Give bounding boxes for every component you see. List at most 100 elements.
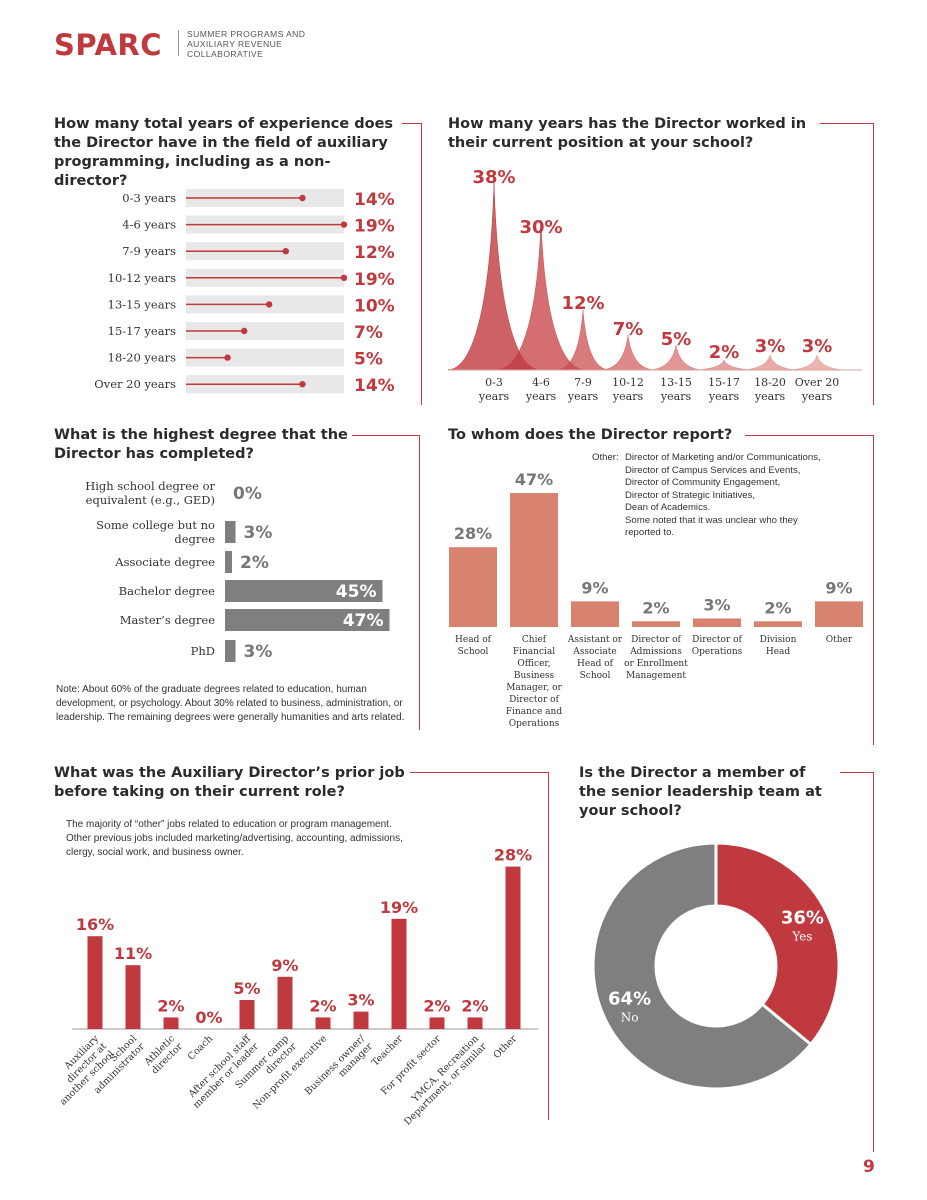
experience-value-label: 7%: [354, 323, 383, 343]
experience-value-label: 5%: [354, 350, 383, 370]
prior-job-bar: [163, 1017, 179, 1029]
tenure-category-label: 13-15 years: [660, 376, 692, 403]
prior-job-value-label: 2%: [423, 996, 450, 1015]
degree-value-label: 3%: [244, 523, 273, 543]
report-question: To whom does the Director report?: [448, 427, 733, 443]
tenure-peak: [556, 309, 610, 371]
report-value-label: 9%: [825, 578, 852, 597]
report-value-label: 2%: [642, 598, 669, 617]
degree-bar: [225, 609, 390, 631]
label-line: Business: [514, 671, 555, 681]
label-line: Head of: [455, 635, 492, 645]
sparc-logo: SPARC: [54, 28, 163, 62]
label-line: Associate degree: [114, 555, 215, 569]
label-line: Head: [766, 647, 791, 657]
prior-job-value-label: 19%: [380, 898, 418, 917]
experience-point: [299, 194, 306, 202]
leadership-category-label: Yes: [791, 929, 812, 943]
label-line: Director of: [692, 635, 742, 645]
degree-category-label: Master’s degree: [120, 613, 216, 627]
tenure-value-label: 12%: [561, 293, 604, 314]
report-category-label: Director of Operations: [692, 635, 743, 657]
section-divider: [873, 123, 875, 405]
tenure-value-label: 3%: [802, 336, 833, 357]
leadership-slice: [591, 841, 813, 1091]
report-other-list: Director of Marketing and/or Communicati…: [625, 452, 865, 540]
report-bar: [693, 618, 741, 627]
label-line: years: [478, 390, 510, 403]
degree-bar: [225, 640, 236, 662]
experience-point: [265, 301, 273, 308]
experience-track: [186, 348, 344, 367]
degree-category-label: Some college but no degree: [96, 518, 215, 546]
label-line: years: [612, 390, 644, 403]
leadership-category-label: No: [621, 1011, 639, 1025]
report-value-label: 3%: [703, 595, 730, 614]
degree-value-label: 3%: [244, 642, 273, 662]
experience-value-label: 14%: [354, 190, 395, 210]
section-divider: [873, 435, 875, 745]
degree-category-label: High school degree or equivalent (e.g., G…: [85, 479, 215, 507]
report-value-label: 28%: [454, 524, 492, 543]
experience-point: [241, 327, 248, 335]
tenure-category-label: 0-3 years: [478, 376, 510, 403]
degree-note: Note: About 60% of the graduate degrees …: [56, 684, 405, 723]
label-line: 7-9: [574, 376, 592, 389]
section-divider: [421, 123, 423, 405]
tenure-value-label: 38%: [472, 167, 515, 188]
tenure-category-label: 10-12 years: [612, 376, 644, 403]
tenure-peak: [601, 334, 655, 371]
label-line: years: [660, 390, 692, 403]
section-divider: [419, 435, 421, 730]
section-divider: [820, 123, 874, 125]
experience-category-label: 18-20 years: [108, 351, 176, 365]
label-line: years: [754, 390, 786, 403]
experience-category-label: 10-12 years: [108, 271, 176, 285]
report-bar: [815, 601, 863, 627]
prior-job-value-label: 28%: [494, 846, 532, 865]
tenure-value-label: 30%: [519, 217, 562, 238]
report-value-label: 47%: [515, 470, 553, 489]
report-other-item: Some noted that it was unclear who they: [625, 514, 798, 526]
report-category-label: Division Head: [760, 635, 797, 657]
report-bar: [449, 547, 497, 627]
tenure-peak: [790, 354, 844, 371]
tenure-category-label: 18-20 years: [754, 376, 786, 403]
page-number: 9: [863, 1157, 875, 1177]
report-other-label: Other:: [592, 452, 619, 463]
label-line: Some college but no: [96, 518, 215, 532]
prior-job-value-label: 5%: [233, 979, 260, 998]
tenure-question: How many years has the Director worked i…: [448, 116, 807, 151]
label-line: 0-3: [485, 376, 503, 389]
degree-value-label: 45%: [336, 582, 377, 602]
section-divider: [548, 772, 550, 1120]
label-line: 4-6: [532, 376, 550, 389]
label-line: Assistant or: [567, 635, 623, 645]
tenure-peak: [743, 354, 797, 371]
label-line: years: [708, 390, 740, 403]
logo-divider: [178, 30, 179, 56]
prior-job-value-label: 3%: [347, 991, 374, 1010]
label-line: School: [458, 647, 489, 657]
tenure-value-label: 3%: [755, 336, 786, 357]
label-line: Master’s degree: [120, 613, 216, 627]
experience-category-label: Over 20 years: [94, 377, 176, 391]
label-line: 15-17: [708, 376, 740, 389]
prior-job-bar: [239, 1000, 255, 1029]
tenure-category-label: 7-9 years: [567, 376, 599, 403]
tenure-peak: [447, 179, 541, 371]
prior-job-bar: [277, 976, 293, 1029]
degree-question: What is the highest degree that the Dire…: [54, 427, 348, 462]
degree-bar: [225, 551, 232, 573]
report-bar: [571, 601, 619, 627]
experience-point: [340, 274, 348, 281]
report-category-label: Chief Financial Officer, Business Manager, o…: [506, 635, 563, 729]
tenure-peak: [697, 359, 751, 371]
label-line: Management: [626, 671, 686, 681]
report-other-item: Director of Campus Services and Events,: [625, 464, 801, 476]
prior-job-bar: [353, 1011, 369, 1029]
report-bar: [754, 621, 802, 627]
section-divider: [410, 772, 548, 774]
